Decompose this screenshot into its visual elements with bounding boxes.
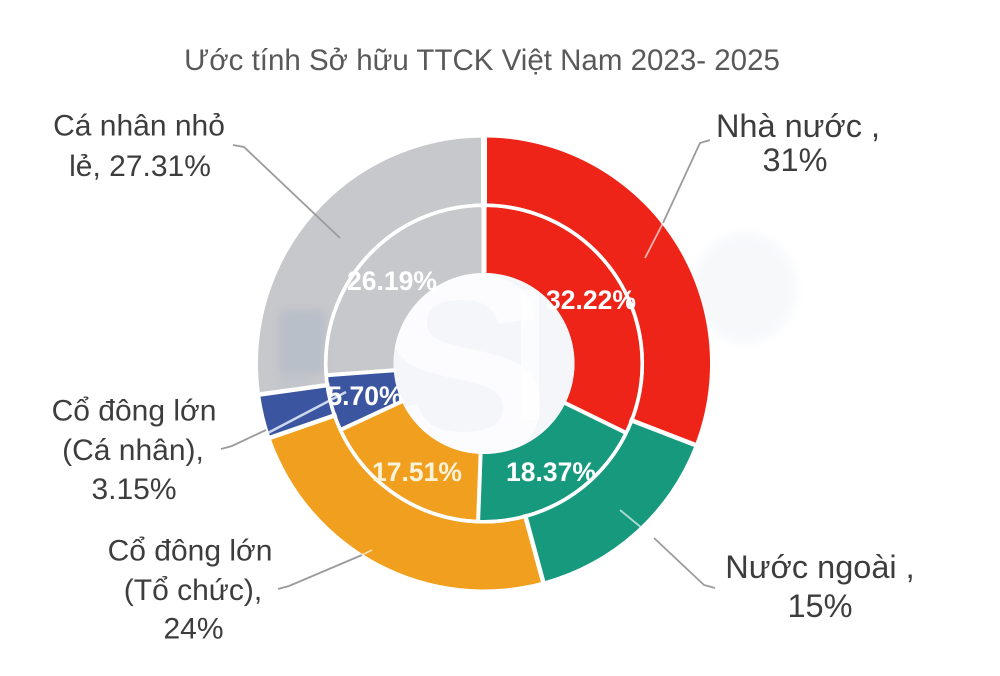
svg-text:31%: 31%: [762, 142, 827, 178]
svg-text:3.15%: 3.15%: [91, 473, 176, 506]
svg-text:18.37%: 18.37%: [506, 457, 596, 487]
svg-text:Cá nhân nhỏ: Cá nhân nhỏ: [53, 110, 225, 143]
svg-text:(Cá nhân),: (Cá nhân),: [62, 434, 204, 467]
svg-text:32.22%: 32.22%: [546, 285, 636, 315]
svg-text:5.70%: 5.70%: [327, 381, 402, 411]
svg-text:Nhà nước ,: Nhà nước ,: [716, 108, 880, 144]
svg-text:Cổ đông lớn: Cổ đông lớn: [108, 535, 273, 568]
svg-text:24%: 24%: [163, 613, 223, 646]
svg-text:17.51%: 17.51%: [372, 457, 462, 487]
svg-text:26.19%: 26.19%: [347, 266, 437, 296]
svg-text:Nước ngoài ,: Nước ngoài ,: [725, 549, 914, 585]
svg-text:lẻ, 27.31%: lẻ, 27.31%: [69, 150, 211, 183]
svg-text:(Tổ chức),: (Tổ chức),: [124, 574, 262, 607]
svg-text:Ước tính Sở hữu TTCK Việt Nam: Ước tính Sở hữu TTCK Việt Nam 2023- 2025: [184, 44, 780, 77]
svg-text:15%: 15%: [787, 588, 852, 624]
svg-text:Cổ đông lớn: Cổ đông lớn: [52, 395, 217, 428]
